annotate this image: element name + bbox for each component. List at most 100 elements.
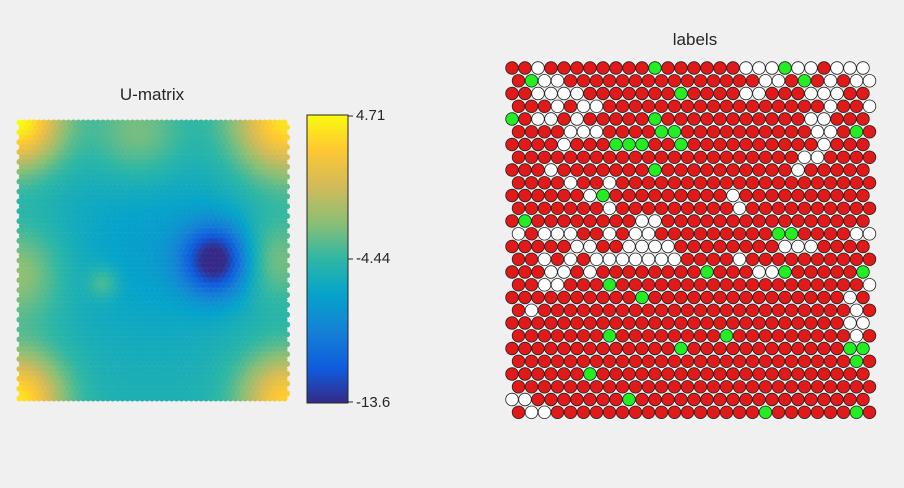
label-cell <box>745 74 760 88</box>
umatrix-cell <box>259 124 266 131</box>
umatrix-cell <box>65 208 72 215</box>
umatrix-cell <box>28 144 35 151</box>
label-cell <box>641 405 656 420</box>
umatrix-cell <box>90 178 97 185</box>
umatrix-cell <box>242 218 249 225</box>
umatrix-cell <box>254 213 261 220</box>
label-cell <box>576 125 591 139</box>
umatrix-cell <box>232 168 239 175</box>
umatrix-cell <box>220 124 227 131</box>
umatrix-cell <box>237 158 244 165</box>
umatrix-cell <box>180 222 187 230</box>
label-cell <box>784 329 799 343</box>
umatrix-cell <box>134 139 141 146</box>
label-cell <box>602 252 617 266</box>
label-cell <box>693 201 708 216</box>
umatrix-cell <box>195 203 202 210</box>
umatrix-cell <box>72 213 79 220</box>
umatrix-cell <box>193 188 200 195</box>
label-cell <box>511 227 526 241</box>
label-cell <box>765 290 779 305</box>
umatrix-cell <box>23 222 30 230</box>
label-cell <box>635 214 649 228</box>
umatrix-cell <box>266 129 273 136</box>
umatrix-cell <box>124 218 131 225</box>
label-cell <box>511 354 526 369</box>
label-cell <box>823 278 838 292</box>
umatrix-cell <box>148 158 156 165</box>
umatrix-cell <box>193 139 200 146</box>
umatrix-cell <box>227 198 234 205</box>
umatrix-cell <box>249 183 256 190</box>
label-cell <box>739 239 753 254</box>
umatrix-cell <box>202 227 210 234</box>
umatrix-cell <box>185 183 192 190</box>
label-cell <box>622 392 636 407</box>
umatrix-cell <box>229 153 237 161</box>
umatrix-cell <box>16 158 23 165</box>
umatrix-cell <box>77 193 84 200</box>
label-cell <box>687 188 701 203</box>
umatrix-cell <box>202 119 210 126</box>
umatrix-cell <box>90 139 97 146</box>
umatrix-cell <box>212 188 219 195</box>
umatrix-cell <box>136 173 143 180</box>
umatrix-cell <box>126 124 133 131</box>
label-cell <box>635 112 649 126</box>
umatrix-cell <box>55 178 62 185</box>
umatrix-cell <box>202 178 210 185</box>
label-cell <box>544 392 558 407</box>
umatrix-cell <box>242 139 249 146</box>
label-cell <box>609 392 623 407</box>
umatrix-cell <box>222 198 229 205</box>
umatrix-cell <box>205 173 212 180</box>
umatrix-cell <box>65 198 72 205</box>
umatrix-cell <box>229 144 237 151</box>
label-cell <box>745 99 760 114</box>
umatrix-cell <box>141 213 148 220</box>
umatrix-cell <box>227 148 234 156</box>
umatrix-cell <box>129 188 136 195</box>
umatrix-cell <box>254 124 261 131</box>
label-cell <box>836 227 851 241</box>
label-cell <box>791 392 805 407</box>
umatrix-cell <box>220 193 227 200</box>
label-cell <box>531 137 545 152</box>
label-cell <box>745 150 760 165</box>
umatrix-cell <box>237 178 244 185</box>
label-cell <box>628 303 643 318</box>
umatrix-cell <box>85 129 92 136</box>
label-cell <box>739 61 753 75</box>
umatrix-cell <box>205 153 212 161</box>
label-cell <box>687 86 701 101</box>
umatrix-cell <box>70 188 77 195</box>
umatrix-cell <box>80 178 87 185</box>
umatrix-cell <box>58 213 65 220</box>
label-cell <box>550 252 565 266</box>
umatrix-cell <box>274 153 281 161</box>
umatrix-cell <box>102 163 109 170</box>
label-cell <box>609 86 623 101</box>
umatrix-cell <box>222 178 229 185</box>
umatrix-cell <box>190 222 197 230</box>
label-cell <box>615 354 630 369</box>
umatrix-cell <box>107 213 114 220</box>
umatrix-cell <box>274 203 281 210</box>
umatrix-cell <box>43 213 50 220</box>
umatrix-cell <box>168 158 175 165</box>
umatrix-cell <box>234 163 241 170</box>
label-cell <box>862 150 877 165</box>
umatrix-cell <box>220 173 227 180</box>
umatrix-cell <box>237 168 244 175</box>
label-cell <box>674 392 688 407</box>
umatrix-cell <box>207 198 214 205</box>
umatrix-cell <box>242 119 249 126</box>
label-cell <box>544 290 558 305</box>
umatrix-cell <box>274 134 281 141</box>
umatrix-cell <box>256 148 264 156</box>
umatrix-cell <box>60 198 67 205</box>
umatrix-cell <box>274 124 281 131</box>
umatrix-cell <box>112 183 119 190</box>
umatrix-cell <box>247 148 254 156</box>
label-cell <box>810 380 825 394</box>
